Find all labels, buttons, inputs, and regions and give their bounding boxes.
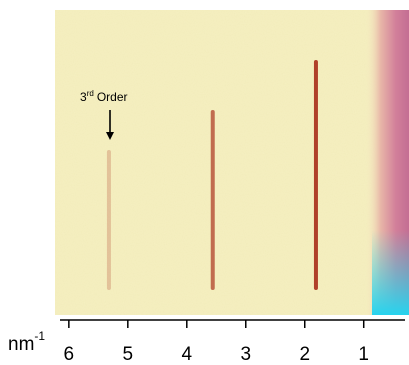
streak — [313, 60, 318, 290]
streak — [210, 110, 215, 290]
x-axis-unit-sup: -1 — [34, 329, 45, 343]
annotation-arrowhead — [106, 132, 114, 140]
x-tick-label: 3 — [240, 344, 251, 365]
x-tick-label: 2 — [299, 344, 310, 365]
x-tick-label: 5 — [123, 344, 134, 365]
annotation-text: 3 — [80, 90, 87, 104]
x-axis-unit: nm — [8, 334, 34, 355]
x-tick-label: 6 — [64, 344, 75, 365]
image-noise — [55, 10, 409, 315]
annotation-sup: rd — [87, 89, 94, 98]
annotation: 3rd Order — [80, 89, 128, 104]
streak — [106, 150, 111, 290]
image-edge-cyan — [372, 230, 409, 315]
x-tick-label: 1 — [358, 344, 369, 365]
streaks — [106, 60, 318, 290]
x-tick-label: 4 — [182, 344, 193, 365]
pattern-image — [55, 10, 409, 315]
annotation-rest: Order — [97, 90, 128, 104]
x-axis-label: nm-1 — [8, 329, 45, 355]
